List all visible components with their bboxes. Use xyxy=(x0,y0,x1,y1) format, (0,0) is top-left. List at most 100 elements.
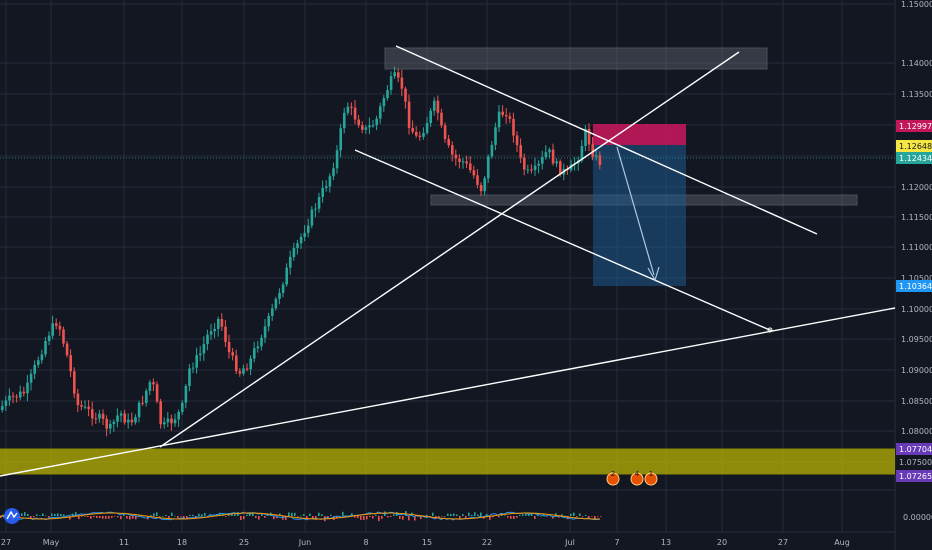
candle-body xyxy=(389,76,393,91)
event-flag-icon[interactable] xyxy=(606,472,620,486)
histogram-bar xyxy=(438,516,440,519)
candle-body xyxy=(505,115,508,117)
histogram-bar xyxy=(288,512,290,516)
candle-body xyxy=(479,184,483,192)
histogram-bar xyxy=(447,513,449,516)
histogram-bar xyxy=(132,516,134,519)
time-tick-label: 11 xyxy=(119,538,129,547)
histogram-bar xyxy=(150,515,152,516)
event-flag-icon[interactable] xyxy=(644,472,658,486)
zone-mid-label-bg xyxy=(896,456,932,468)
short-position-target-box[interactable] xyxy=(593,145,686,286)
histogram-bar xyxy=(282,516,284,520)
event-badges: 2 4 1 xyxy=(4,470,658,524)
histogram-bar xyxy=(480,512,482,516)
candle-body xyxy=(181,402,184,412)
short-position-stop-box[interactable] xyxy=(593,124,686,145)
time-tick-label: 13 xyxy=(661,538,671,547)
histogram-bar xyxy=(582,516,584,517)
histogram-bar xyxy=(168,516,170,519)
candle-body xyxy=(253,348,256,359)
histogram-bar xyxy=(39,515,41,517)
histogram-bar xyxy=(63,514,65,516)
histogram-bar xyxy=(135,516,137,520)
price-tick-label: 1.10000 xyxy=(901,305,932,314)
candle-body xyxy=(281,284,285,293)
candle-body xyxy=(519,145,522,158)
candle-body xyxy=(411,127,414,132)
histogram-bar xyxy=(357,516,359,519)
candle-body xyxy=(213,328,216,332)
time-tick-label: 20 xyxy=(717,538,727,547)
candle-body xyxy=(512,118,515,136)
histogram-bar xyxy=(432,512,434,516)
event-flag-icon[interactable] xyxy=(630,472,644,486)
candle-body xyxy=(217,319,220,329)
chart-grid xyxy=(0,0,896,550)
histogram-bar xyxy=(312,516,314,520)
time-tick-label: 27 xyxy=(1,538,11,547)
histogram-bar xyxy=(60,514,62,516)
zone-bottom-label-bg xyxy=(896,470,932,482)
candle-body xyxy=(73,371,76,394)
channel-lower-line[interactable] xyxy=(354,149,773,332)
histogram-bar xyxy=(342,511,344,516)
candle-body xyxy=(364,127,368,130)
price-tick-label: 1.12000 xyxy=(901,183,932,192)
support-zone-box[interactable] xyxy=(0,449,895,474)
macd-line xyxy=(0,511,601,521)
time-tick-label: 8 xyxy=(363,538,368,547)
histogram-bar xyxy=(252,512,254,516)
candle-body xyxy=(130,419,134,423)
long-term-trendline[interactable] xyxy=(0,307,896,477)
candle-body xyxy=(404,88,407,102)
histogram-bar xyxy=(552,516,554,519)
histogram-bar xyxy=(48,516,50,518)
candle-body xyxy=(357,119,360,126)
price-tick-label: 1.09000 xyxy=(901,366,932,375)
candle-body xyxy=(119,413,123,416)
histogram-bar xyxy=(204,513,206,516)
candle-body xyxy=(127,419,130,423)
tradingview-logo-icon[interactable] xyxy=(4,508,20,524)
histogram-bar xyxy=(30,516,32,519)
histogram-bar xyxy=(354,516,356,518)
histogram-bar xyxy=(555,513,557,516)
entry-price-label: 1.12648 xyxy=(899,142,932,151)
histogram-bar xyxy=(525,513,527,516)
candle-body xyxy=(155,384,159,402)
histogram-bar xyxy=(504,515,506,517)
histogram-bar xyxy=(294,512,296,516)
histogram-bar xyxy=(594,516,596,519)
candle-body xyxy=(436,100,440,113)
candle-body xyxy=(469,163,472,171)
resistance-zone-box[interactable] xyxy=(384,47,768,70)
candle-body xyxy=(530,169,533,171)
projection-arrow-line[interactable] xyxy=(616,146,655,276)
histogram-bar xyxy=(177,516,179,519)
stop-price-label: 1.12997 xyxy=(899,122,932,131)
candle-body xyxy=(454,154,458,159)
candle-body xyxy=(278,292,281,299)
histogram-bar xyxy=(69,516,71,520)
histogram-bar xyxy=(561,514,563,516)
channel-upper-line[interactable] xyxy=(395,45,818,235)
candle-body xyxy=(231,352,234,356)
rising-trendline[interactable] xyxy=(159,51,740,448)
histogram-bar xyxy=(531,514,533,516)
price-tick-label: 1.10500 xyxy=(901,274,932,283)
histogram-bar xyxy=(465,516,467,518)
histogram-bar xyxy=(318,512,320,516)
histogram-bar xyxy=(336,516,338,518)
candle-body xyxy=(494,127,497,145)
candle-body xyxy=(40,354,44,361)
histogram-bar xyxy=(84,516,86,517)
histogram-bar xyxy=(123,514,125,516)
candle-body xyxy=(116,415,119,422)
histogram-bar xyxy=(165,514,167,516)
candle-body xyxy=(386,90,389,99)
histogram-bar xyxy=(321,514,323,516)
histogram-bar xyxy=(255,516,257,518)
